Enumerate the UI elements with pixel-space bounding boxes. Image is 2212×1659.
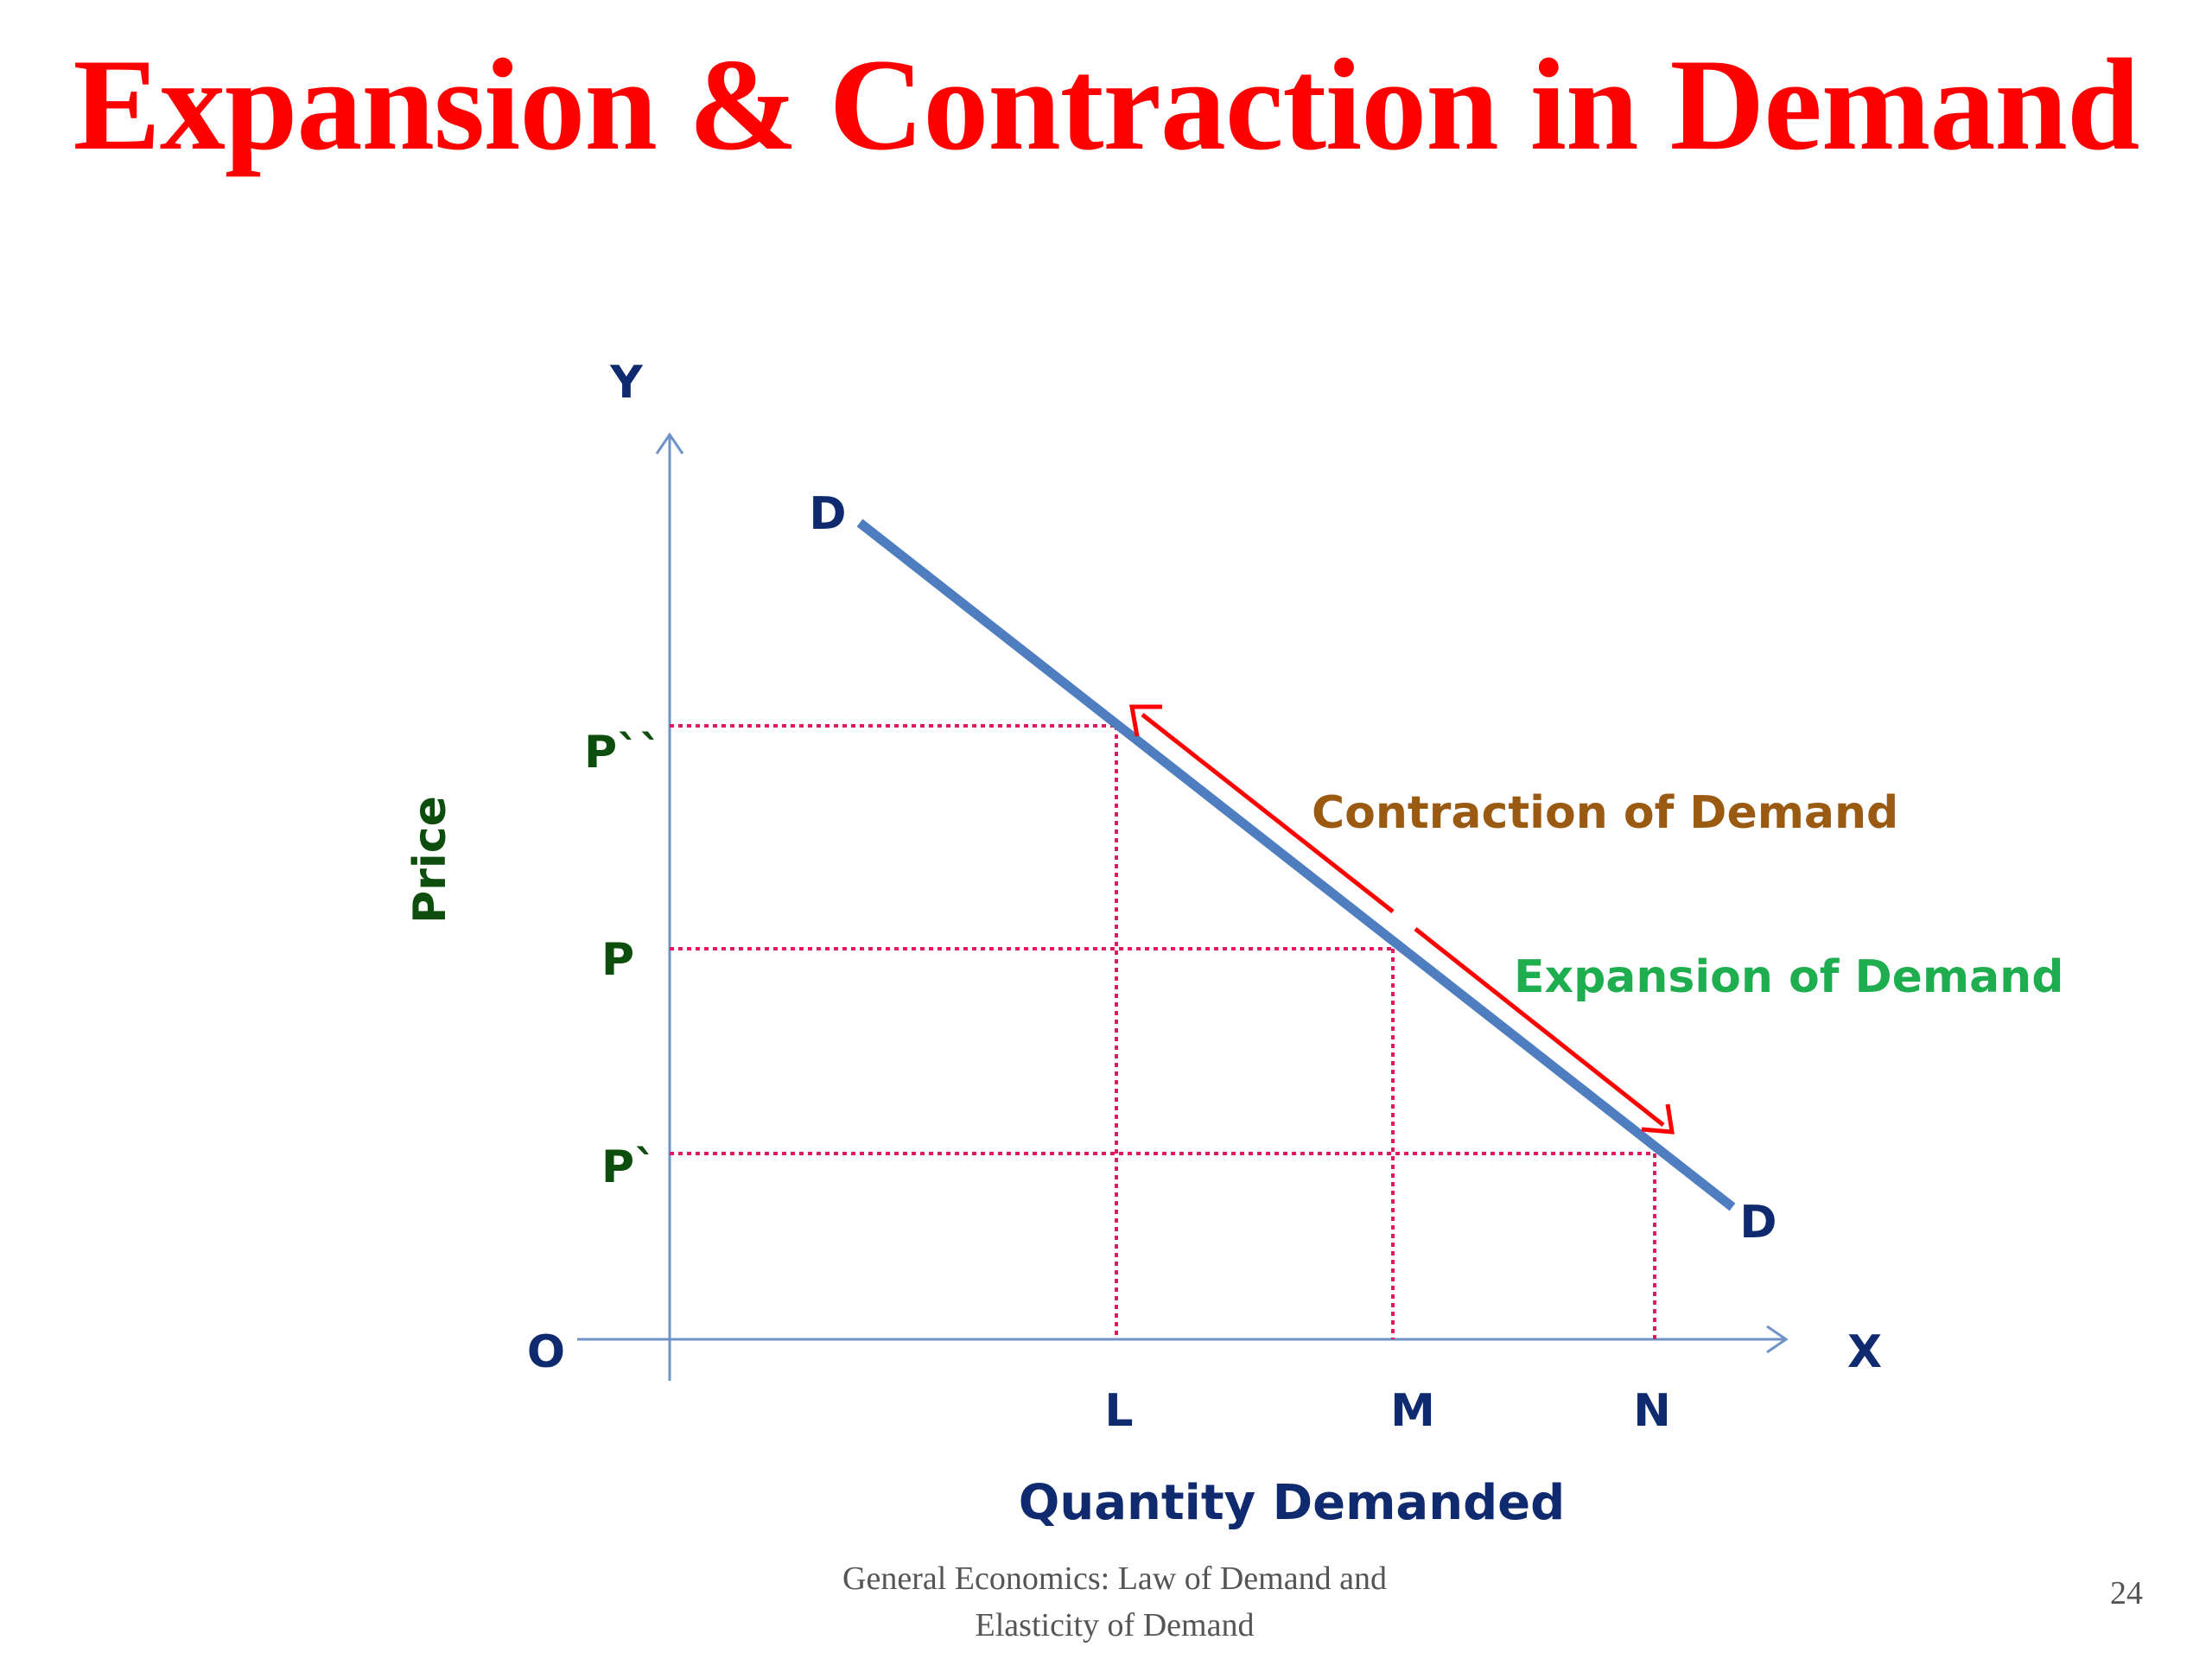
price-label-p: P xyxy=(601,934,634,986)
curve-label-bottom: D xyxy=(1739,1197,1777,1249)
origin-label: O xyxy=(527,1326,565,1378)
contraction-label: Contraction of Demand xyxy=(1312,787,1898,839)
price-label-p-double: P`` xyxy=(584,727,662,779)
quantity-label-m: M xyxy=(1390,1385,1435,1437)
quantity-label-n: N xyxy=(1633,1385,1671,1437)
y-axis-title: Price xyxy=(404,796,456,924)
y-axis-arrowhead xyxy=(655,432,684,454)
demand-curve xyxy=(856,518,1736,1211)
contraction-arrow xyxy=(1141,713,1395,913)
x-axis-arrowhead xyxy=(1766,1325,1789,1354)
y-axis-letter: Y xyxy=(609,357,644,409)
guide-lines xyxy=(670,724,1656,1339)
slide-title: Expansion & Contraction in Demand xyxy=(73,32,2140,177)
page-number: 24 xyxy=(2110,1575,2143,1611)
expansion-arrowhead xyxy=(1641,1103,1675,1135)
expansion-arrow xyxy=(1414,927,1665,1127)
x-axis-title: Quantity Demanded xyxy=(1019,1475,1566,1531)
contraction-arrowhead xyxy=(1129,704,1162,737)
footer-line-1: General Economics: Law of Demand and xyxy=(842,1560,1387,1597)
price-label-p-prime: P` xyxy=(601,1141,657,1193)
curve-label-top: D xyxy=(809,488,846,540)
footer-line-2: Elasticity of Demand xyxy=(975,1607,1255,1643)
slide-footer: General Economics: Law of Demand and Ela… xyxy=(726,1555,1503,1649)
x-axis-letter: X xyxy=(1847,1326,1882,1378)
expansion-label: Expansion of Demand xyxy=(1514,951,2063,1003)
quantity-label-l: L xyxy=(1104,1385,1133,1437)
